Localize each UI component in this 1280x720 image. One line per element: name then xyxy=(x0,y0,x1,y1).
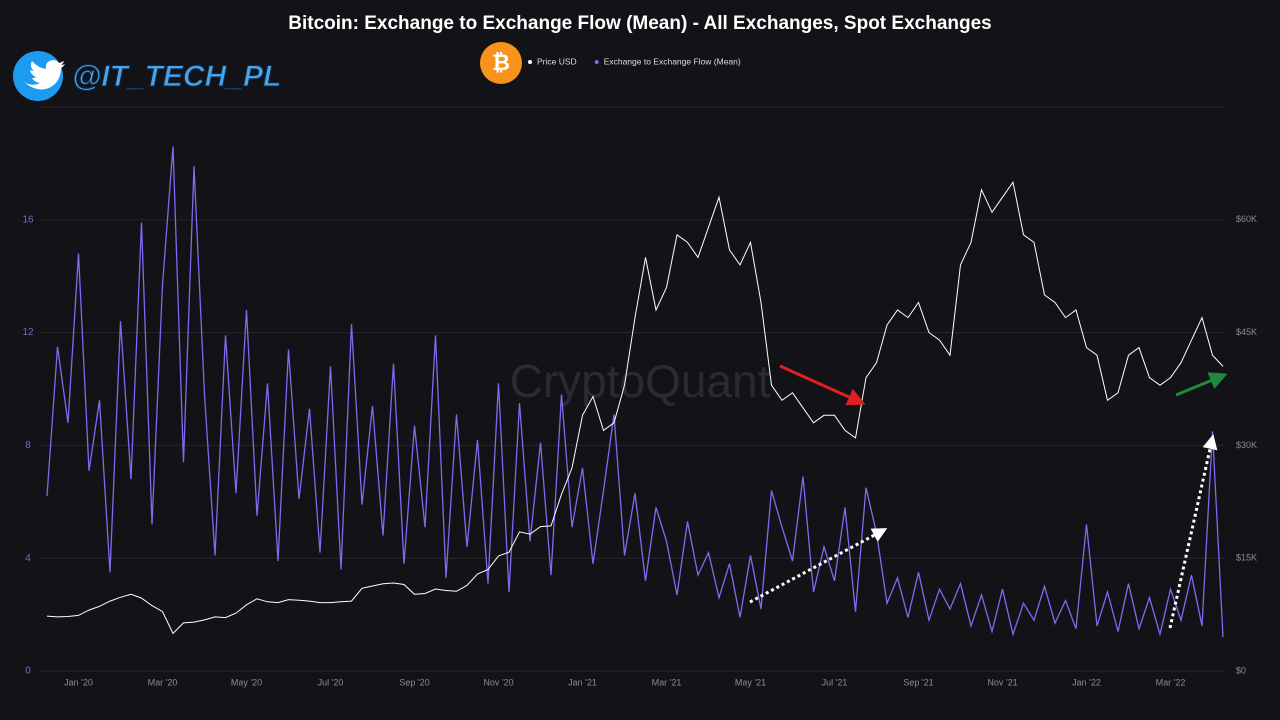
x-tick-label: Jan '20 xyxy=(64,677,93,687)
annotations xyxy=(749,364,1228,629)
x-tick-label: Mar '22 xyxy=(1156,677,1186,687)
watermark: CryptoQuant xyxy=(510,355,771,407)
x-tick-label: Nov '20 xyxy=(483,677,513,687)
chart-title: Bitcoin: Exchange to Exchange Flow (Mean… xyxy=(288,13,991,34)
x-tick-label: Jan '21 xyxy=(568,677,597,687)
y-tick-label: 0 xyxy=(25,666,31,677)
dotted-arrow xyxy=(1168,434,1218,629)
y2-tick-label: $60K xyxy=(1236,214,1257,224)
plot-area: 0 4 8 12 16 $0 $15K $30K $45K $60K Jan '20 Mar '20 M… xyxy=(22,106,1257,687)
series-line xyxy=(46,146,1224,638)
legend-label: Exchange to Exchange Flow (Mean) xyxy=(604,56,741,66)
bitcoin-icon xyxy=(480,42,522,84)
green-arrow xyxy=(1175,372,1228,397)
x-tick-label: Sep '20 xyxy=(399,677,429,687)
legend-label: Price USD xyxy=(537,56,577,66)
x-tick-label: Nov '21 xyxy=(987,677,1017,687)
x-tick-label: May '20 xyxy=(231,677,262,687)
dotted-arrow xyxy=(749,528,888,604)
x-tick-label: Mar '21 xyxy=(652,677,682,687)
series-line xyxy=(46,180,1224,635)
legend-marker xyxy=(594,60,599,64)
y2-tick-label: $0 xyxy=(1236,665,1246,675)
twitter-bird xyxy=(24,60,65,90)
legend-marker xyxy=(528,60,532,64)
handle: @IT_TECH_PL xyxy=(72,60,281,93)
y-tick-label: 12 xyxy=(22,327,34,338)
x-tick-label: Jul '21 xyxy=(822,677,848,687)
x-tick-label: Jan '22 xyxy=(1072,677,1101,687)
y2-tick-label: $45K xyxy=(1236,327,1257,337)
bitcoin-glyph: ₿ xyxy=(492,50,510,75)
y-tick-label: 16 xyxy=(22,214,34,225)
x-tick-label: Jul '20 xyxy=(318,677,344,687)
red-arrow xyxy=(779,364,866,406)
x-tick-label: May '21 xyxy=(735,677,766,687)
x-tick-label: Mar '20 xyxy=(148,677,178,687)
y2-tick-label: $30K xyxy=(1236,440,1257,450)
y-tick-label: 8 xyxy=(25,440,31,451)
y-tick-label: 4 xyxy=(25,553,31,564)
x-tick-label: Sep '21 xyxy=(903,677,933,687)
y2-tick-label: $15K xyxy=(1236,553,1257,563)
